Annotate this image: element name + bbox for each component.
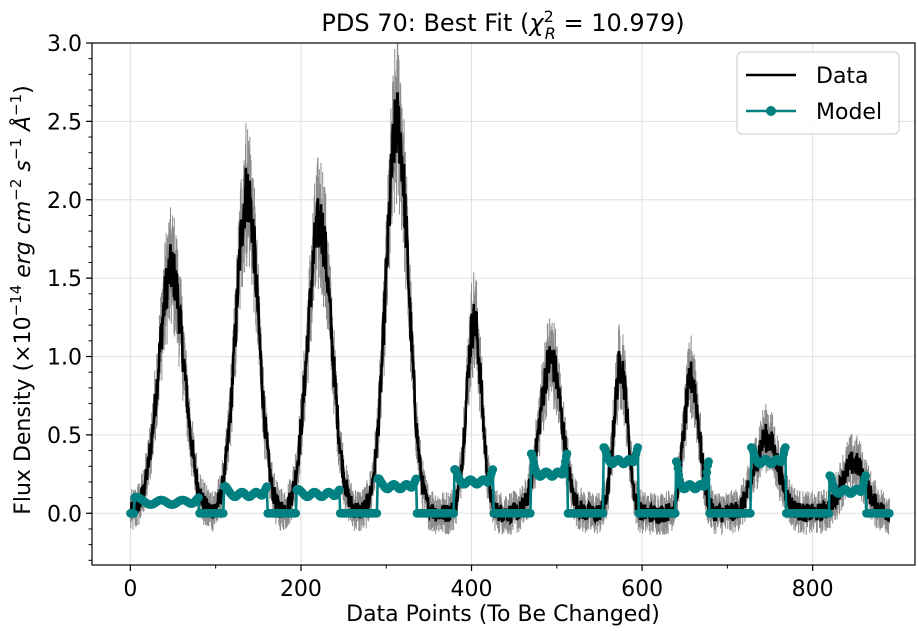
x-tick-label: 600: [621, 577, 663, 602]
model-point: [598, 509, 608, 518]
model-point: [411, 474, 421, 484]
model-point: [449, 509, 458, 518]
x-tick-label: 0: [123, 577, 137, 602]
legend: Data Model: [736, 51, 900, 135]
model-point: [702, 468, 712, 477]
plot-area: [126, 43, 894, 535]
model-point: [562, 449, 572, 459]
y-tick-label: 3.0: [47, 32, 82, 57]
model-point: [671, 509, 680, 518]
model-point: [372, 509, 382, 518]
model-point: [701, 475, 711, 484]
model-point: [861, 471, 870, 480]
model-point: [781, 443, 790, 452]
legend-model-marker: [766, 106, 776, 116]
legend-model-label: Model: [816, 100, 882, 125]
y-tick-label: 0.5: [47, 424, 82, 449]
model-point: [219, 509, 228, 518]
y-tick-label: 1.0: [47, 346, 82, 371]
model-point: [262, 482, 272, 491]
y-tick-label: 1.5: [47, 267, 82, 292]
x-tick-label: 400: [451, 577, 493, 602]
data-series-line: [129, 92, 891, 526]
model-point: [526, 509, 535, 518]
model-point: [673, 464, 683, 473]
model-point: [335, 485, 344, 495]
model-point: [129, 509, 139, 518]
axes-frame: [91, 42, 916, 566]
x-axis-label: Data Points (To Be Changed): [346, 602, 660, 627]
model-point: [704, 457, 713, 466]
model-series-markers: [126, 443, 894, 518]
x-tick-label: 200: [280, 577, 322, 602]
x-tick-label: 800: [792, 577, 834, 602]
chart-title: PDS 70: Best Fit (χ2 R = 10.979): [321, 7, 684, 43]
legend-data-label: Data: [816, 64, 869, 89]
model-point: [746, 509, 755, 518]
y-tick-label: 2.5: [47, 110, 82, 135]
model-point: [488, 465, 498, 474]
model-point: [291, 509, 301, 518]
y-axis-ticks: 0.0 0.5 1.0 1.5 2.0 2.5 3.0: [47, 32, 92, 561]
x-axis-ticks: 0 200 400 600 800: [123, 565, 834, 602]
model-point: [194, 493, 203, 502]
model-point: [633, 443, 643, 452]
y-tick-label: 2.0: [47, 189, 82, 214]
legend-box: [736, 51, 900, 135]
y-axis-label: Flux Density (×10−14 erg cm−2 s−1 Å−1): [7, 85, 36, 515]
y-tick-label: 0.0: [47, 502, 82, 527]
model-point: [885, 509, 894, 518]
model-point: [824, 509, 834, 518]
